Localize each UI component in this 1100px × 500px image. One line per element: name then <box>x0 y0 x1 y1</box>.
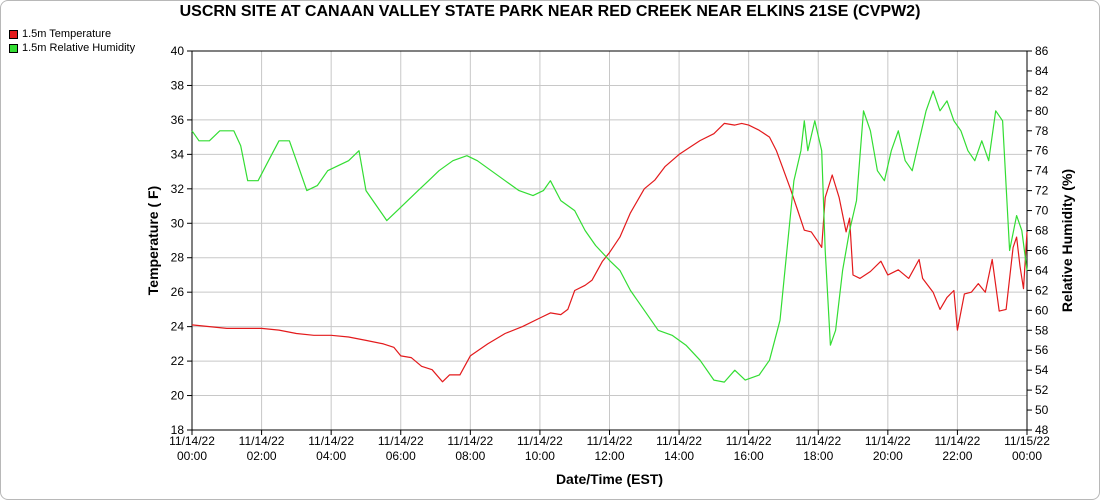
y-left-axis-title: Temperature ( F) <box>145 186 161 295</box>
x-tick-label-time: 22:00 <box>942 449 972 463</box>
y-right-tick-label: 66 <box>1035 243 1049 257</box>
legend-label-humidity: 1.5m Relative Humidity <box>22 42 136 54</box>
x-tick-label-date: 11/14/22 <box>239 434 285 448</box>
x-tick-label-time: 18:00 <box>803 449 833 463</box>
y-left-tick-label: 18 <box>171 423 185 437</box>
y-right-tick-label: 62 <box>1035 283 1049 297</box>
x-tick-label-time: 06:00 <box>386 449 416 463</box>
x-tick-label-date: 11/14/22 <box>447 434 493 448</box>
x-tick-label-date: 11/14/22 <box>935 434 981 448</box>
x-tick-label-date: 11/14/22 <box>865 434 911 448</box>
y-left-tick-label: 40 <box>171 44 185 58</box>
x-tick-label-date: 11/14/22 <box>726 434 772 448</box>
x-tick-label-date: 11/15/22 <box>1004 434 1050 448</box>
y-right-tick-label: 84 <box>1035 64 1049 78</box>
y-right-axis-title: Relative Humidity (%) <box>1059 169 1075 312</box>
x-tick-label-date: 11/14/22 <box>517 434 563 448</box>
y-left-tick-label: 26 <box>171 285 185 299</box>
x-axis-title: Date/Time (EST) <box>556 471 663 487</box>
y-right-tick-label: 52 <box>1035 383 1049 397</box>
x-tick-label-date: 11/14/22 <box>656 434 702 448</box>
y-right-tick-label: 48 <box>1035 423 1049 437</box>
y-right-tick-label: 82 <box>1035 84 1049 98</box>
legend-label-temperature: 1.5m Temperature <box>22 28 112 40</box>
legend-item-humidity: 1.5m Relative Humidity <box>9 42 135 54</box>
y-left-tick-label: 20 <box>171 389 185 403</box>
y-right-tick-label: 54 <box>1035 363 1049 377</box>
y-right-tick-label: 68 <box>1035 224 1049 238</box>
y-right-tick-label: 70 <box>1035 204 1049 218</box>
y-left-tick-label: 22 <box>171 354 185 368</box>
legend-swatch-humidity <box>9 43 18 53</box>
y-right-tick-label: 86 <box>1035 44 1049 58</box>
y-left-tick-label: 24 <box>171 320 185 334</box>
y-right-tick-label: 78 <box>1035 124 1049 138</box>
x-tick-label-time: 14:00 <box>664 449 694 463</box>
legend-swatch-temperature <box>9 29 18 39</box>
y-left-tick-label: 30 <box>171 216 185 230</box>
y-right-tick-label: 56 <box>1035 343 1049 357</box>
x-tick-label-time: 08:00 <box>455 449 485 463</box>
x-tick-label-time: 04:00 <box>316 449 346 463</box>
x-tick-label-time: 12:00 <box>594 449 624 463</box>
y-right-tick-label: 80 <box>1035 104 1049 118</box>
y-right-tick-label: 76 <box>1035 144 1049 158</box>
series-line-humidity <box>191 90 1028 383</box>
x-tick-label-date: 11/14/22 <box>587 434 633 448</box>
series-line-temperature <box>191 122 1028 383</box>
x-tick-label-time: 02:00 <box>247 449 277 463</box>
y-left-tick-label: 34 <box>171 147 185 161</box>
x-tick-label-date: 11/14/22 <box>795 434 841 448</box>
x-tick-label-time: 10:00 <box>525 449 555 463</box>
x-tick-label-date: 11/14/22 <box>378 434 424 448</box>
chart-title: USCRN SITE AT CANAAN VALLEY STATE PARK N… <box>179 3 921 20</box>
y-left-tick-label: 38 <box>171 78 185 92</box>
y-right-tick-label: 58 <box>1035 323 1049 337</box>
y-right-tick-label: 60 <box>1035 303 1049 317</box>
x-tick-label-time: 20:00 <box>873 449 903 463</box>
legend-item-temperature: 1.5m Temperature <box>9 28 111 40</box>
x-tick-label-time: 00:00 <box>1012 449 1042 463</box>
x-tick-label-date: 11/14/22 <box>308 434 354 448</box>
y-left-tick-label: 32 <box>171 182 185 196</box>
x-tick-label-time: 00:00 <box>177 449 207 463</box>
y-right-tick-label: 74 <box>1035 164 1049 178</box>
x-tick-label-time: 16:00 <box>734 449 764 463</box>
y-right-tick-label: 50 <box>1035 403 1049 417</box>
y-right-tick-label: 72 <box>1035 184 1049 198</box>
y-left-tick-label: 28 <box>171 251 185 265</box>
y-left-tick-label: 36 <box>171 113 185 127</box>
y-right-tick-label: 64 <box>1035 263 1049 277</box>
x-tick-label-date: 11/14/22 <box>169 434 215 448</box>
